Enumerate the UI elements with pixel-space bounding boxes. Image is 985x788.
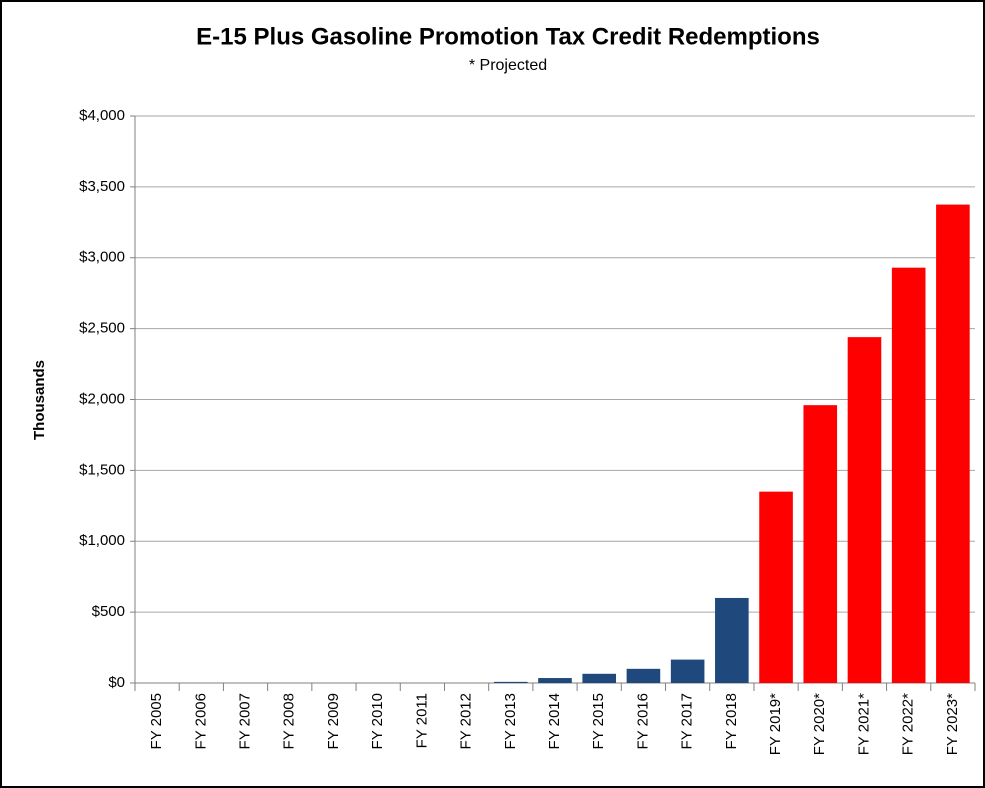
y-tick-label: $2,000: [79, 390, 125, 407]
bar: [715, 597, 749, 683]
y-tick-label: $3,500: [79, 178, 125, 195]
bar: [759, 491, 793, 683]
x-tick-label: FY 2006: [192, 693, 209, 749]
x-tick-label: FY 2017: [679, 693, 696, 749]
y-tick-label: $3,000: [79, 249, 125, 266]
x-tick-label: FY 2015: [590, 693, 607, 749]
bar: [493, 681, 528, 683]
chart-title: E-15 Plus Gasoline Promotion Tax Credit …: [196, 23, 820, 50]
y-tick-label: $4,000: [79, 107, 125, 124]
x-tick-label: FY 2014: [546, 693, 563, 749]
x-tick-label: FY 2018: [723, 693, 740, 749]
x-tick-label: FY 2005: [148, 693, 165, 749]
chart-subtitle: * Projected: [469, 57, 547, 74]
bar: [847, 337, 882, 683]
y-tick-label: $1,500: [79, 461, 125, 478]
y-tick-label: $1,000: [79, 532, 125, 549]
bar: [626, 668, 661, 683]
y-axis-label: Thousands: [31, 360, 48, 440]
y-tick-label: $2,500: [79, 320, 125, 337]
y-tick-label: $500: [92, 603, 125, 620]
x-tick-label: FY 2008: [281, 693, 298, 749]
bar: [891, 267, 926, 683]
x-tick-label: FY 2010: [369, 693, 386, 749]
x-tick-label: FY 2016: [634, 693, 651, 749]
x-tick-label: FY 2022*: [900, 693, 917, 755]
bar: [582, 673, 617, 683]
x-tick-label: FY 2011: [413, 693, 430, 748]
x-tick-label: FY 2013: [502, 693, 519, 749]
x-tick-label: FY 2019*: [767, 693, 784, 755]
bar: [670, 659, 705, 683]
bar: [936, 204, 970, 683]
x-tick-label: FY 2020*: [811, 693, 828, 755]
x-tick-label: FY 2009: [325, 693, 342, 749]
x-tick-label: FY 2021*: [855, 693, 872, 755]
y-tick-label: $0: [108, 674, 125, 691]
x-tick-label: FY 2012: [458, 693, 475, 749]
bar: [538, 678, 572, 683]
x-tick-label: FY 2007: [236, 693, 253, 749]
x-tick-label: FY 2023*: [944, 693, 961, 755]
bar: [803, 405, 838, 683]
